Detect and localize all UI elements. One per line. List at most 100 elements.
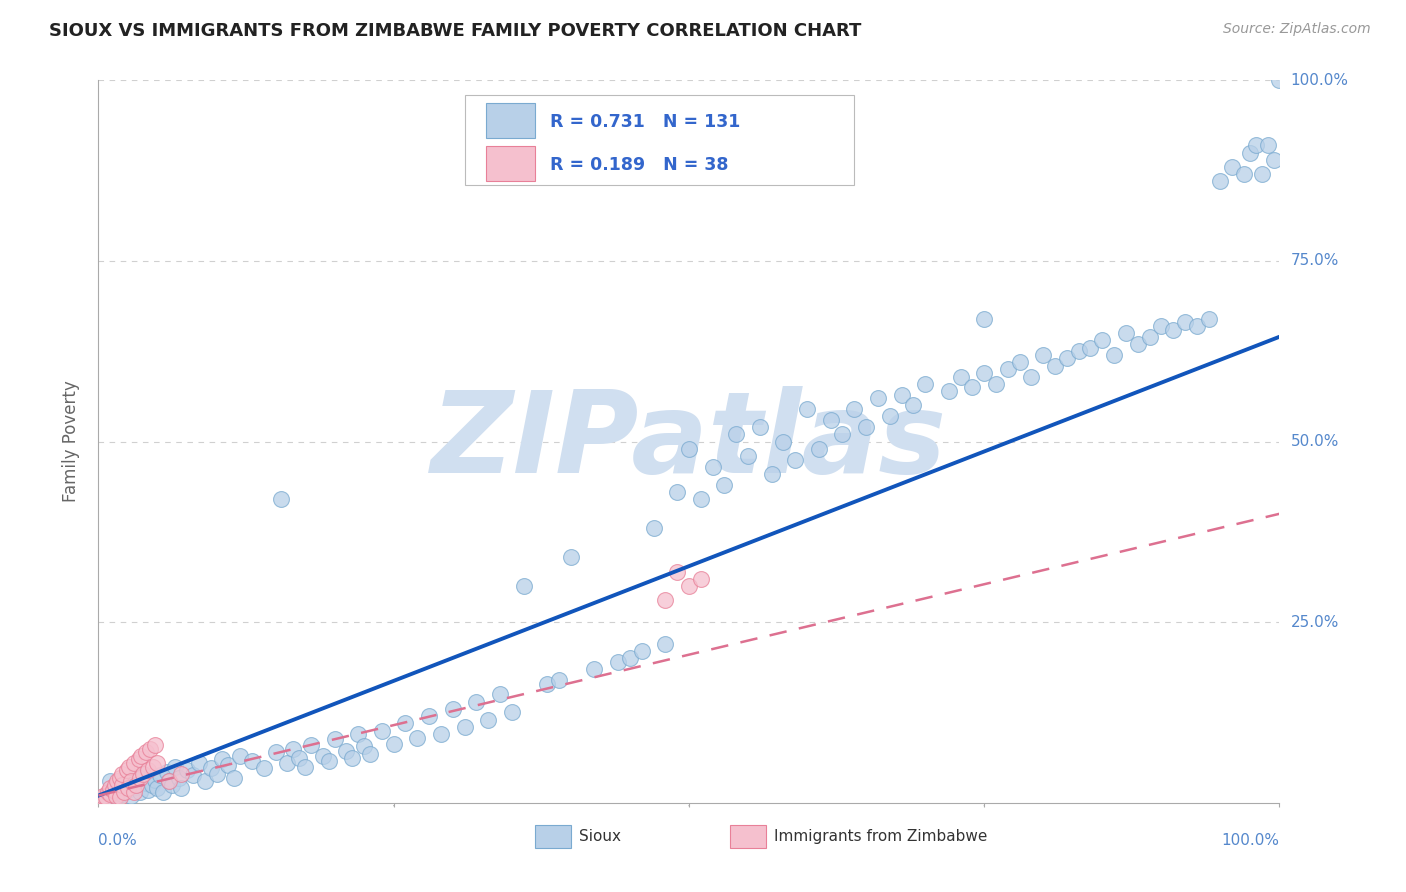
Text: SIOUX VS IMMIGRANTS FROM ZIMBABWE FAMILY POVERTY CORRELATION CHART: SIOUX VS IMMIGRANTS FROM ZIMBABWE FAMILY… <box>49 22 862 40</box>
Point <box>418 709 440 723</box>
Point <box>1233 167 1256 181</box>
Point <box>136 782 159 797</box>
Point <box>1091 334 1114 348</box>
Point <box>654 593 676 607</box>
Point <box>299 738 322 752</box>
Point <box>129 748 152 763</box>
Point <box>149 768 172 782</box>
Point <box>132 767 155 781</box>
Point <box>890 387 912 401</box>
Point <box>211 752 233 766</box>
Point <box>1257 138 1279 153</box>
Point <box>406 731 429 745</box>
Point <box>394 716 416 731</box>
Point <box>666 565 689 579</box>
Point <box>294 760 316 774</box>
Point <box>879 409 901 424</box>
Point <box>118 760 141 774</box>
Point <box>200 761 222 775</box>
Point <box>143 738 166 752</box>
FancyBboxPatch shape <box>730 825 766 848</box>
Text: 75.0%: 75.0% <box>1291 253 1339 268</box>
Text: 0.0%: 0.0% <box>98 833 138 848</box>
Point <box>353 739 375 754</box>
Point <box>98 774 121 789</box>
Point <box>229 748 252 763</box>
Y-axis label: Family Poverty: Family Poverty <box>62 381 80 502</box>
Point <box>122 771 145 785</box>
Point <box>1239 145 1261 160</box>
Point <box>141 778 163 792</box>
Point <box>156 765 179 780</box>
Point <box>93 789 115 803</box>
Point <box>371 723 394 738</box>
Point <box>135 745 157 759</box>
Point <box>737 449 759 463</box>
Point <box>160 778 183 792</box>
Point <box>984 376 1007 391</box>
Point <box>136 764 159 778</box>
Point <box>713 478 735 492</box>
Point <box>962 380 984 394</box>
Point <box>125 778 148 792</box>
Point <box>973 311 995 326</box>
Point <box>276 756 298 770</box>
Point <box>104 778 127 792</box>
Point <box>785 452 807 467</box>
Point <box>607 655 630 669</box>
Point <box>112 778 135 792</box>
Point <box>157 774 180 789</box>
Point <box>938 384 960 398</box>
FancyBboxPatch shape <box>536 825 571 848</box>
FancyBboxPatch shape <box>486 103 536 137</box>
Text: ZIPatlas: ZIPatlas <box>430 386 948 497</box>
FancyBboxPatch shape <box>486 146 536 181</box>
Point <box>973 366 995 380</box>
Point <box>122 756 145 770</box>
Point <box>536 676 558 690</box>
Point <box>128 752 150 766</box>
Point <box>654 637 676 651</box>
Point <box>430 727 453 741</box>
Point <box>1008 355 1031 369</box>
Point <box>619 651 641 665</box>
Text: Sioux: Sioux <box>579 830 621 844</box>
Point <box>1150 318 1173 333</box>
Text: 50.0%: 50.0% <box>1291 434 1339 449</box>
Point <box>342 751 364 765</box>
Point <box>903 398 925 412</box>
Point <box>318 754 340 768</box>
Point <box>347 727 370 741</box>
Point <box>264 745 287 759</box>
Point <box>1198 311 1220 326</box>
Point <box>914 376 936 391</box>
Point <box>666 485 689 500</box>
Point <box>1115 326 1137 340</box>
Point <box>121 789 143 803</box>
Point <box>108 790 131 805</box>
Text: 100.0%: 100.0% <box>1222 833 1279 848</box>
Point <box>465 695 488 709</box>
Point <box>312 748 335 763</box>
Point <box>135 775 157 789</box>
Point <box>125 780 148 794</box>
Point <box>165 760 187 774</box>
Point <box>1174 315 1197 329</box>
Point <box>111 778 134 792</box>
Point <box>831 427 853 442</box>
Point <box>105 790 128 805</box>
Point <box>253 761 276 775</box>
Point <box>1043 359 1066 373</box>
Point <box>105 789 128 803</box>
Point <box>128 785 150 799</box>
Point <box>240 754 263 768</box>
Point <box>1268 73 1291 87</box>
Point <box>761 467 783 481</box>
Point <box>170 767 193 781</box>
Point <box>820 413 842 427</box>
Point <box>702 459 724 474</box>
Point <box>678 442 700 456</box>
Point <box>224 771 246 785</box>
Point <box>101 782 124 797</box>
Point <box>111 767 134 781</box>
